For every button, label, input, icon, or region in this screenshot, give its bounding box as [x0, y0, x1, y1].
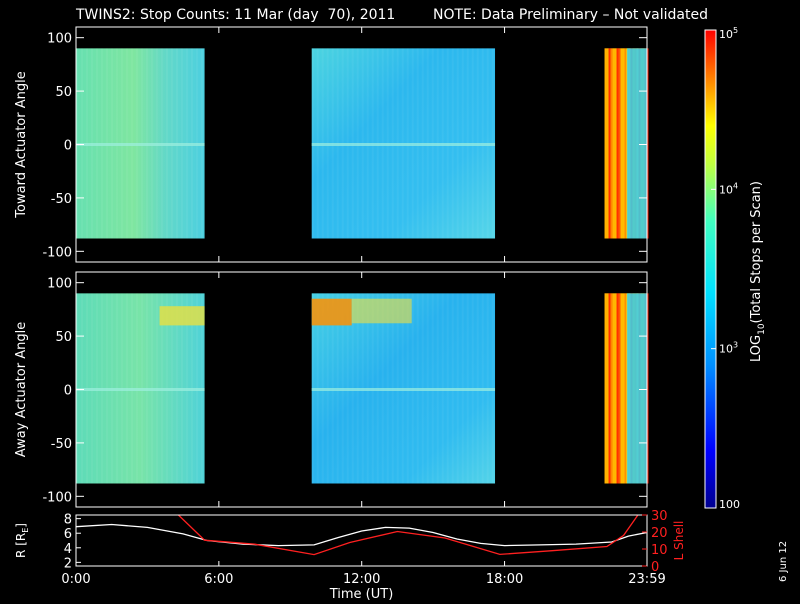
colorbar-tick-label: 105	[719, 26, 738, 41]
colorbar-tick-label: 104	[719, 181, 738, 196]
y-tick-label: 8	[64, 513, 72, 528]
y-tick-label: -50	[51, 192, 72, 207]
data-stripe	[622, 293, 625, 484]
colorbar-label-sub: 10	[757, 323, 767, 335]
y-tick-label: 50	[55, 85, 72, 100]
right-axis-label: L Shell	[672, 521, 686, 561]
x-tick-label: 23:59	[628, 572, 665, 587]
title-bar: TWINS2: Stop Counts: 11 Mar (day 70), 20…	[75, 7, 708, 23]
data-stripe	[622, 48, 625, 239]
data-stripe	[610, 293, 613, 484]
data-stripe	[604, 48, 607, 239]
left-axis-label-post: ]	[14, 523, 28, 528]
data-stripe	[646, 48, 649, 239]
data-stripe	[612, 293, 615, 484]
data-stripe	[646, 293, 649, 484]
plot-title: TWINS2: Stop Counts: 11 Mar (day 70), 20…	[75, 7, 395, 23]
y-tick-label: -100	[42, 245, 72, 260]
x-tick-label: 12:00	[343, 572, 380, 587]
data-stripe	[612, 48, 615, 239]
data-stripe	[614, 48, 617, 239]
y-tick-label: 0	[64, 384, 72, 399]
data-stripe	[627, 48, 648, 239]
data-stripe	[604, 293, 607, 484]
y-tick-label: -50	[51, 437, 72, 452]
y-tick-label: 100	[47, 277, 72, 292]
x-tick-label: 18:00	[486, 572, 523, 587]
hot-region	[311, 298, 352, 326]
data-stripe	[616, 293, 619, 484]
x-tick-label: 6:00	[204, 572, 233, 587]
colorbar-label-post: (Total Stops per Scan)	[749, 181, 764, 323]
y-tick-label: 6	[64, 527, 72, 542]
tick-base: 100	[719, 498, 740, 511]
y-tick-label: 50	[55, 330, 72, 345]
tick-exponent: 4	[733, 181, 738, 190]
y-axis-label: Away Actuator Angle	[14, 322, 29, 457]
left-axis-label: R [RE]	[14, 523, 30, 558]
heatmap-panel-2: 100 50 0 -50 -100 Away Actuator Angle	[14, 271, 649, 508]
heatmap-panel-1: 100 50 0 -50 -100 Toward Actuator Angle	[14, 26, 649, 263]
x-tick-label: 0:00	[61, 572, 90, 587]
y-tick-label: 100	[47, 32, 72, 47]
y-tick-label: 2	[64, 556, 72, 571]
preliminary-note: NOTE: Data Preliminary – Not validated	[433, 7, 708, 23]
data-stripe	[608, 293, 611, 484]
data-stripe	[620, 48, 623, 239]
data-stripe	[616, 48, 619, 239]
footer-date: 6 Jun 12	[778, 541, 789, 582]
y-tick-label: 0	[64, 139, 72, 154]
y-tick-label-right: 10	[651, 543, 668, 558]
colorbar-tick-label: 100	[719, 498, 740, 511]
colorbar-gradient	[704, 29, 717, 509]
y-tick-label: -100	[42, 490, 72, 505]
tick-base: 10	[719, 28, 733, 41]
colorbar-tick-label: 103	[719, 341, 738, 356]
tick-base: 10	[719, 343, 733, 356]
colorbar-label-pre: LOG	[749, 335, 764, 362]
data-stripe	[624, 48, 627, 239]
data-stripe	[610, 48, 613, 239]
r-re-line	[75, 523, 648, 547]
x-axis-label: Time (UT)	[329, 587, 394, 600]
y-tick-label-right: 30	[651, 509, 668, 524]
data-stripe	[620, 293, 623, 484]
y-tick-label-right: 0	[651, 560, 659, 575]
data-stripe	[618, 293, 621, 484]
data-stripe	[606, 48, 609, 239]
left-axis-label-pre: R [R	[14, 533, 28, 558]
tick-base: 10	[719, 183, 733, 196]
data-stripe	[608, 48, 611, 239]
y-tick-label-right: 20	[651, 526, 668, 541]
l-shell-line	[177, 514, 639, 556]
data-stripe	[624, 293, 627, 484]
data-stripe	[627, 293, 648, 484]
tick-exponent: 3	[733, 341, 738, 350]
y-tick-label: 4	[64, 542, 72, 557]
data-stripe	[618, 48, 621, 239]
data-stripe	[606, 293, 609, 484]
data-stripe	[614, 293, 617, 484]
left-axis-label-sub: E	[21, 528, 30, 533]
hot-region	[351, 298, 412, 324]
y-axis-label: Toward Actuator Angle	[14, 71, 29, 218]
tick-exponent: 5	[733, 26, 738, 35]
colorbar-label: LOG10(Total Stops per Scan)	[749, 181, 767, 362]
hot-region	[159, 306, 205, 326]
orbit-panel-frame	[75, 514, 648, 567]
